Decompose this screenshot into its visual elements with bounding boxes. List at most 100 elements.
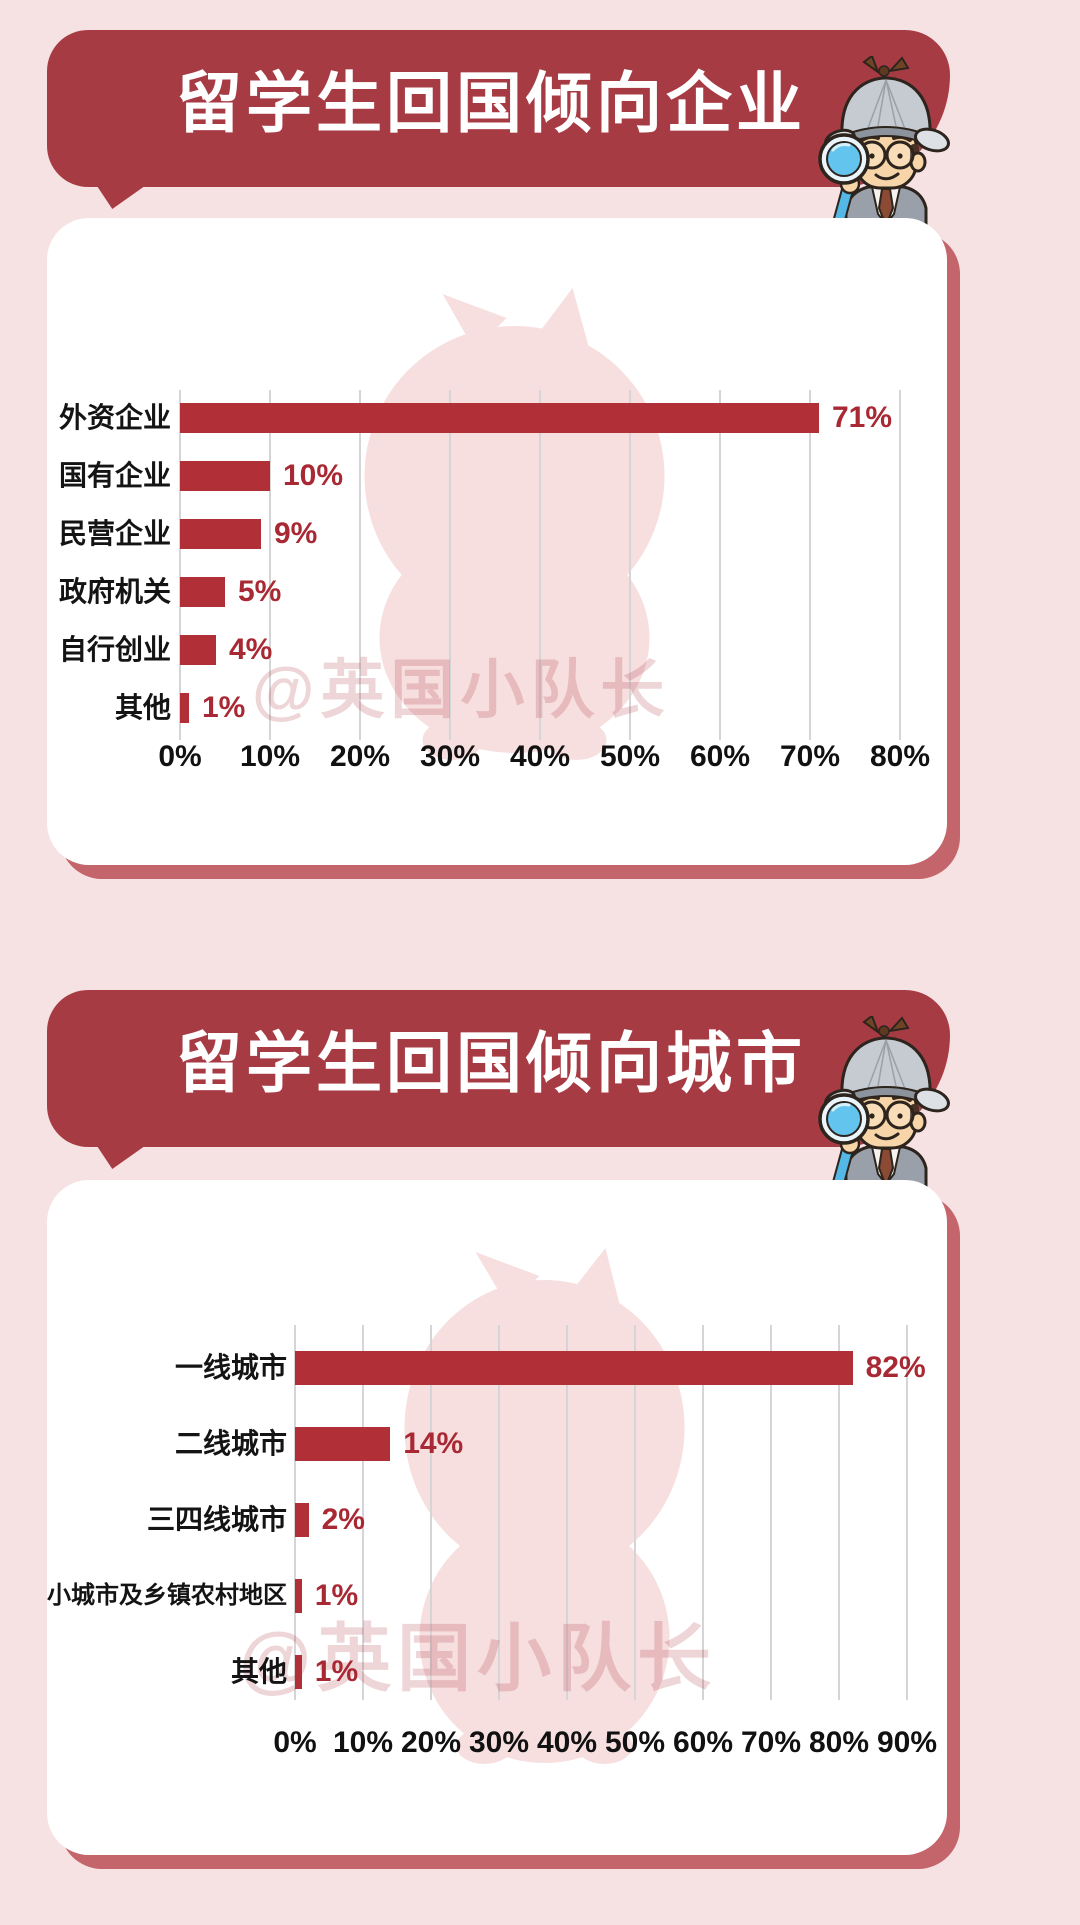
x-axis-tick-label: 30%	[419, 740, 481, 773]
category-label: 其他	[230, 1656, 287, 1687]
x-axis-tick-label: 0%	[273, 1726, 317, 1759]
value-label: 82%	[865, 1351, 926, 1384]
x-axis-tick-label: 70%	[779, 740, 841, 773]
title-banner	[47, 30, 950, 187]
mascot-bow-right	[887, 56, 910, 73]
mascot-bow-right	[887, 1016, 910, 1033]
bar-row: 民营企业 9%	[47, 505, 947, 563]
mascot-eye-left	[869, 153, 875, 159]
mascot-hat-stripes	[867, 79, 906, 130]
category-label: 外资企业	[58, 402, 171, 433]
x-axis-tick-label: 60%	[689, 740, 751, 773]
gridline	[702, 1325, 704, 1700]
detective-mascot-icon	[818, 1016, 950, 1206]
gridline	[634, 1325, 636, 1700]
bar	[180, 635, 216, 665]
x-axis-tick-label: 0%	[158, 740, 202, 773]
x-axis-tick-label: 70%	[740, 1726, 802, 1759]
gridline	[449, 390, 451, 740]
mascot-bow-knot	[878, 1025, 890, 1037]
value-label: 2%	[321, 1503, 365, 1536]
magnifier-lens-icon	[826, 1101, 862, 1137]
gridline	[719, 390, 721, 740]
title-banner	[47, 990, 950, 1147]
bar-row: 自行创业 4%	[47, 621, 947, 679]
bar-row: 政府机关 5%	[47, 563, 947, 621]
category-label: 民营企业	[58, 518, 171, 549]
magnifier-highlight	[831, 143, 851, 152]
category-label: 一线城市	[174, 1352, 287, 1383]
mascot-eye-right	[897, 153, 903, 159]
gridline	[359, 390, 361, 740]
watermark-handle: @英国小队长	[239, 1617, 718, 1700]
gridline	[906, 1325, 908, 1700]
x-axis-tick-label: 90%	[876, 1726, 938, 1759]
mascot-smile	[874, 1132, 900, 1141]
x-axis-tick-label: 40%	[536, 1726, 598, 1759]
mascot-hat-brim-right	[914, 127, 950, 153]
chart-card-cities: @英国小队长 0% 10% 20% 30% 40% 50% 60% 70% 80% 90% 一线城市…	[47, 1180, 947, 1855]
gridline	[809, 390, 811, 740]
bar	[180, 577, 225, 607]
category-label: 自行创业	[58, 634, 171, 665]
mascot-hat-stripes	[867, 1039, 906, 1090]
value-label: 9%	[274, 517, 318, 550]
bar	[180, 403, 819, 433]
section-title: 留学生回国倾向城市	[176, 1026, 806, 1100]
value-label: 71%	[832, 401, 893, 434]
category-label: 二线城市	[174, 1428, 287, 1459]
bar-row: 外资企业 71%	[47, 389, 947, 447]
bar-row: 一线城市 82%	[47, 1330, 947, 1406]
value-label: 1%	[202, 691, 246, 724]
bar	[295, 1503, 309, 1537]
bar-row: 其他 1%	[47, 1634, 947, 1710]
gridline	[269, 390, 271, 740]
category-label: 小城市及乡镇农村地区	[47, 1582, 287, 1609]
gridline	[430, 1325, 432, 1700]
x-axis-tick-label: 20%	[400, 1726, 462, 1759]
mascot-eye-left	[869, 1113, 875, 1119]
banner-tail	[95, 183, 149, 209]
value-label: 4%	[229, 633, 273, 666]
bar	[295, 1655, 302, 1689]
banner-tail	[95, 1143, 149, 1169]
value-label: 5%	[238, 575, 282, 608]
value-label: 1%	[314, 1655, 359, 1688]
gridline	[539, 390, 541, 740]
gridline	[179, 390, 181, 740]
category-label: 三四线城市	[146, 1504, 287, 1535]
x-axis-tick-label: 10%	[239, 740, 301, 773]
gridline	[362, 1325, 364, 1700]
gridline	[629, 390, 631, 740]
mascot-bow-left	[862, 1016, 881, 1035]
bar-row: 其他 1%	[47, 679, 947, 737]
chart-card-enterprises: @英国小队长 0% 10% 20% 30% 40% 50% 60% 70% 80% 外资企业 71%…	[47, 218, 947, 865]
mascot-bow-left	[862, 56, 881, 75]
category-label: 政府机关	[58, 576, 171, 607]
section-cities: 留学生回国倾向城市	[0, 960, 1080, 1920]
bar	[180, 461, 270, 491]
bar-row: 三四线城市 2%	[47, 1482, 947, 1558]
bar	[295, 1579, 302, 1613]
bar	[180, 519, 261, 549]
bar-row: 小城市及乡镇农村地区 1%	[47, 1558, 947, 1634]
x-axis-tick-label: 80%	[869, 740, 931, 773]
gridline	[498, 1325, 500, 1700]
value-label: 10%	[283, 459, 344, 492]
mascot-bow-knot	[878, 65, 890, 77]
x-axis-tick-label: 60%	[672, 1726, 734, 1759]
x-axis-tick-label: 10%	[332, 1726, 394, 1759]
mascot-hat-brim-right	[914, 1087, 950, 1113]
gridline	[566, 1325, 568, 1700]
x-axis-tick-label: 20%	[329, 740, 391, 773]
bar	[180, 693, 189, 723]
magnifier-lens-icon	[826, 141, 862, 177]
x-axis-tick-label: 50%	[599, 740, 661, 773]
x-axis-tick-label: 30%	[468, 1726, 530, 1759]
section-title: 留学生回国倾向企业	[176, 66, 806, 140]
mascot-eye-right	[897, 1113, 903, 1119]
section-enterprises: 留学生回国倾向企业	[0, 0, 1080, 960]
bar	[295, 1351, 853, 1385]
mascot-smile	[874, 172, 900, 181]
